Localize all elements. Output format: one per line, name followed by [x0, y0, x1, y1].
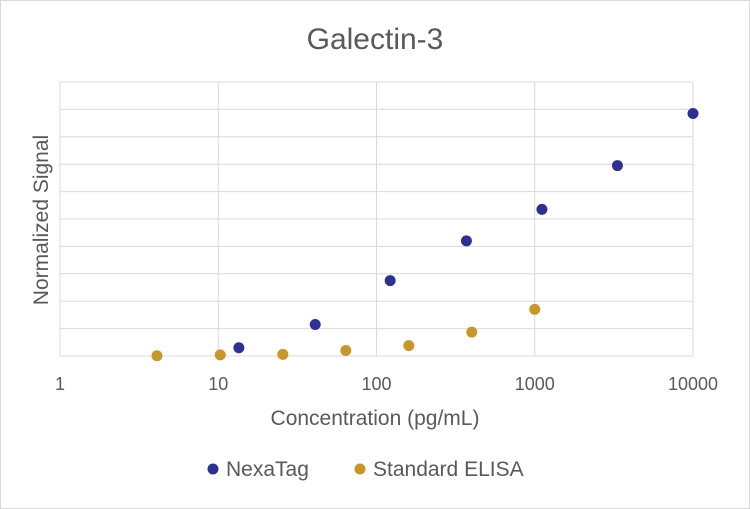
x-tick-label: 1: [55, 374, 65, 394]
standard-elisa-point: [151, 350, 163, 362]
standard-elisa-point: [529, 303, 541, 315]
x-tick-label: 10000: [668, 374, 718, 394]
nexatag-point: [384, 275, 396, 287]
standard-elisa-point: [340, 345, 352, 357]
standard-elisa-legend-label: Standard ELISA: [373, 458, 524, 481]
x-tick-label: 100: [361, 374, 391, 394]
standard-elisa-point: [466, 326, 478, 338]
x-axis-ticks: 1 10 100 1000 10000: [55, 374, 718, 394]
x-axis-label: Concentration (pg/mL): [271, 407, 480, 430]
grid-lines: [59, 81, 694, 357]
nexatag-legend-label: NexaTag: [226, 458, 309, 481]
nexatag-legend-marker: [207, 463, 219, 475]
standard-elisa-legend-marker: [354, 463, 366, 475]
nexatag-point: [309, 318, 321, 330]
standard-elisa-point: [214, 349, 226, 361]
nexatag-point: [611, 160, 623, 172]
nexatag-point: [687, 108, 699, 120]
nexatag-point: [460, 235, 472, 247]
nexatag-point: [536, 203, 548, 215]
data-points: [151, 108, 699, 362]
nexatag-point: [233, 342, 245, 354]
chart-title: Galectin-3: [307, 23, 444, 56]
y-axis-label: Normalized Signal: [30, 135, 53, 305]
x-tick-label: 1000: [515, 374, 555, 394]
legend: NexaTag Standard ELISA: [207, 458, 524, 481]
standard-elisa-point: [403, 340, 415, 352]
standard-elisa-point: [277, 348, 289, 360]
x-tick-label: 10: [208, 374, 228, 394]
